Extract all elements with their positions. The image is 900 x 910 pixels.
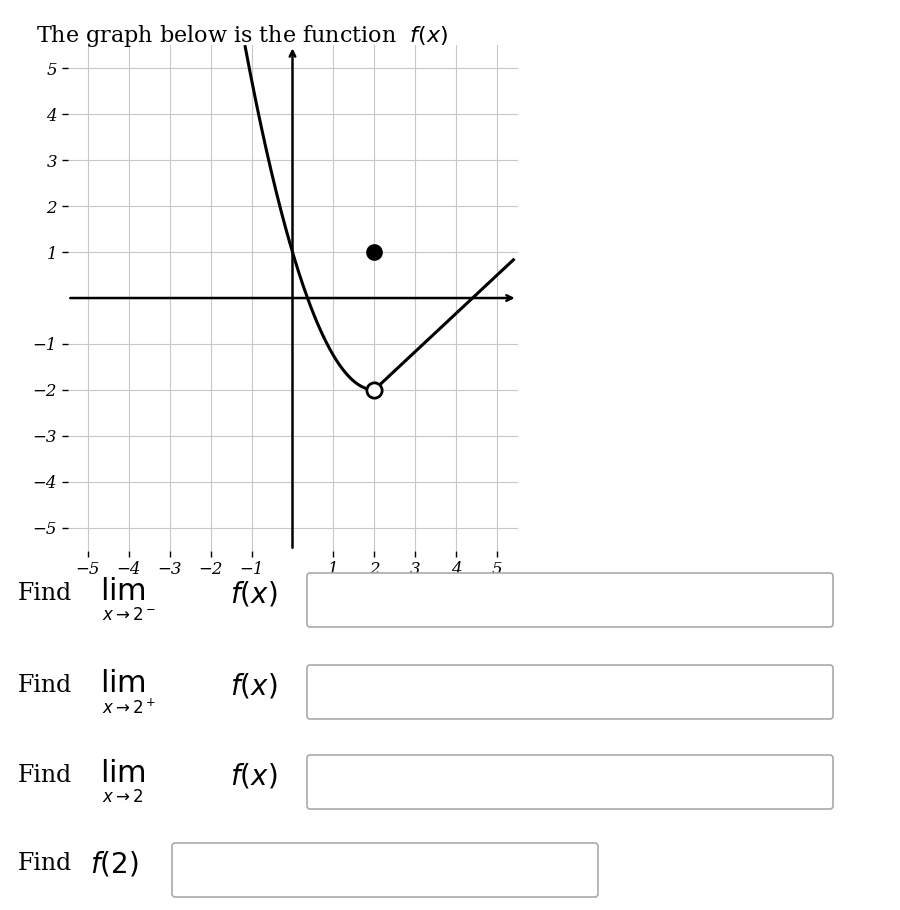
FancyBboxPatch shape <box>307 665 833 719</box>
FancyBboxPatch shape <box>172 843 598 897</box>
Text: Find: Find <box>18 582 72 605</box>
Text: $\lim$: $\lim$ <box>100 759 146 790</box>
Text: $x \to 2$: $x \to 2$ <box>102 790 144 806</box>
Text: $\lim$: $\lim$ <box>100 577 146 608</box>
Text: The graph below is the function  $f(x)$: The graph below is the function $f(x)$ <box>36 23 448 49</box>
Text: $f(x)$: $f(x)$ <box>230 580 277 609</box>
Text: $\lim$: $\lim$ <box>100 669 146 700</box>
Text: $x \to 2^-$: $x \to 2^-$ <box>102 608 157 624</box>
Text: $x \to 2^+$: $x \to 2^+$ <box>102 698 157 718</box>
Text: $f(2)$: $f(2)$ <box>90 850 139 878</box>
Text: Find: Find <box>18 674 72 697</box>
Text: Find: Find <box>18 853 72 875</box>
Text: Find: Find <box>18 764 72 787</box>
Text: $f(x)$: $f(x)$ <box>230 672 277 701</box>
Text: $f(x)$: $f(x)$ <box>230 762 277 791</box>
FancyBboxPatch shape <box>307 573 833 627</box>
FancyBboxPatch shape <box>307 755 833 809</box>
